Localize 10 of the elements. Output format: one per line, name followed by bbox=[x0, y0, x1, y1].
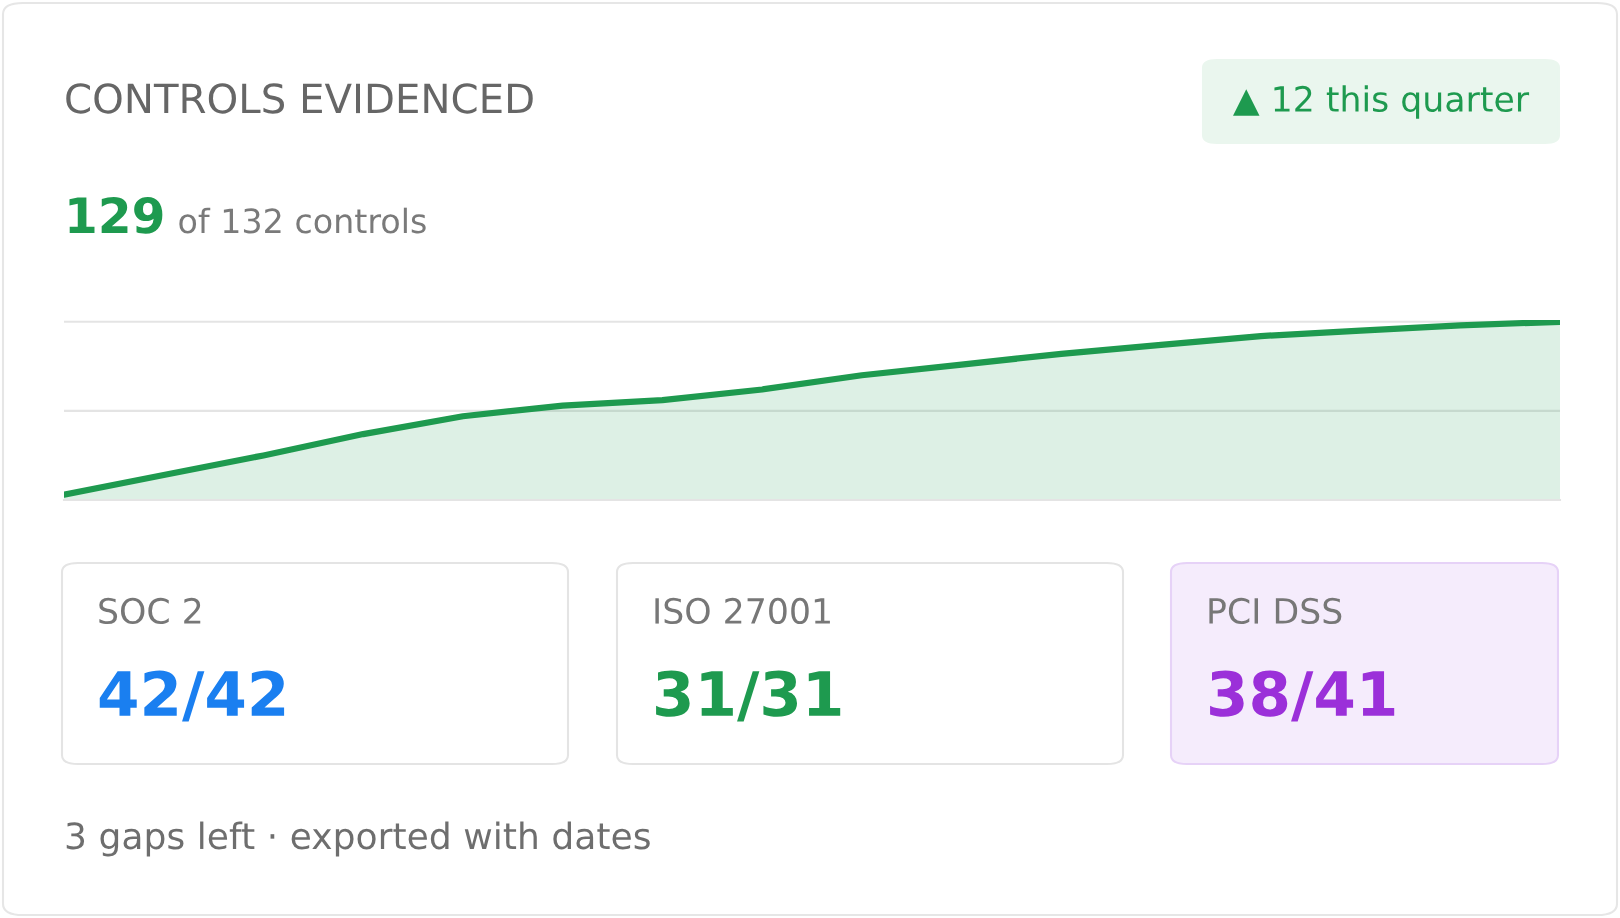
chart-title: CONTROLS EVIDENCED bbox=[66, 83, 533, 114]
category-label: PCI DSS bbox=[1209, 597, 1342, 625]
text: ▲ 12 this quarter bbox=[1233, 85, 1530, 119]
text: 31/31 bbox=[656, 670, 841, 722]
text: 38/41 bbox=[1210, 670, 1395, 722]
chart-subtitle: 129 of 132 controls bbox=[69, 196, 426, 234]
text: 3 gaps left · exported with dates bbox=[66, 821, 650, 857]
text: 42/42 bbox=[99, 670, 285, 722]
category-label: ISO 27001 bbox=[655, 597, 830, 625]
category-label: SOC 2 bbox=[99, 597, 201, 625]
